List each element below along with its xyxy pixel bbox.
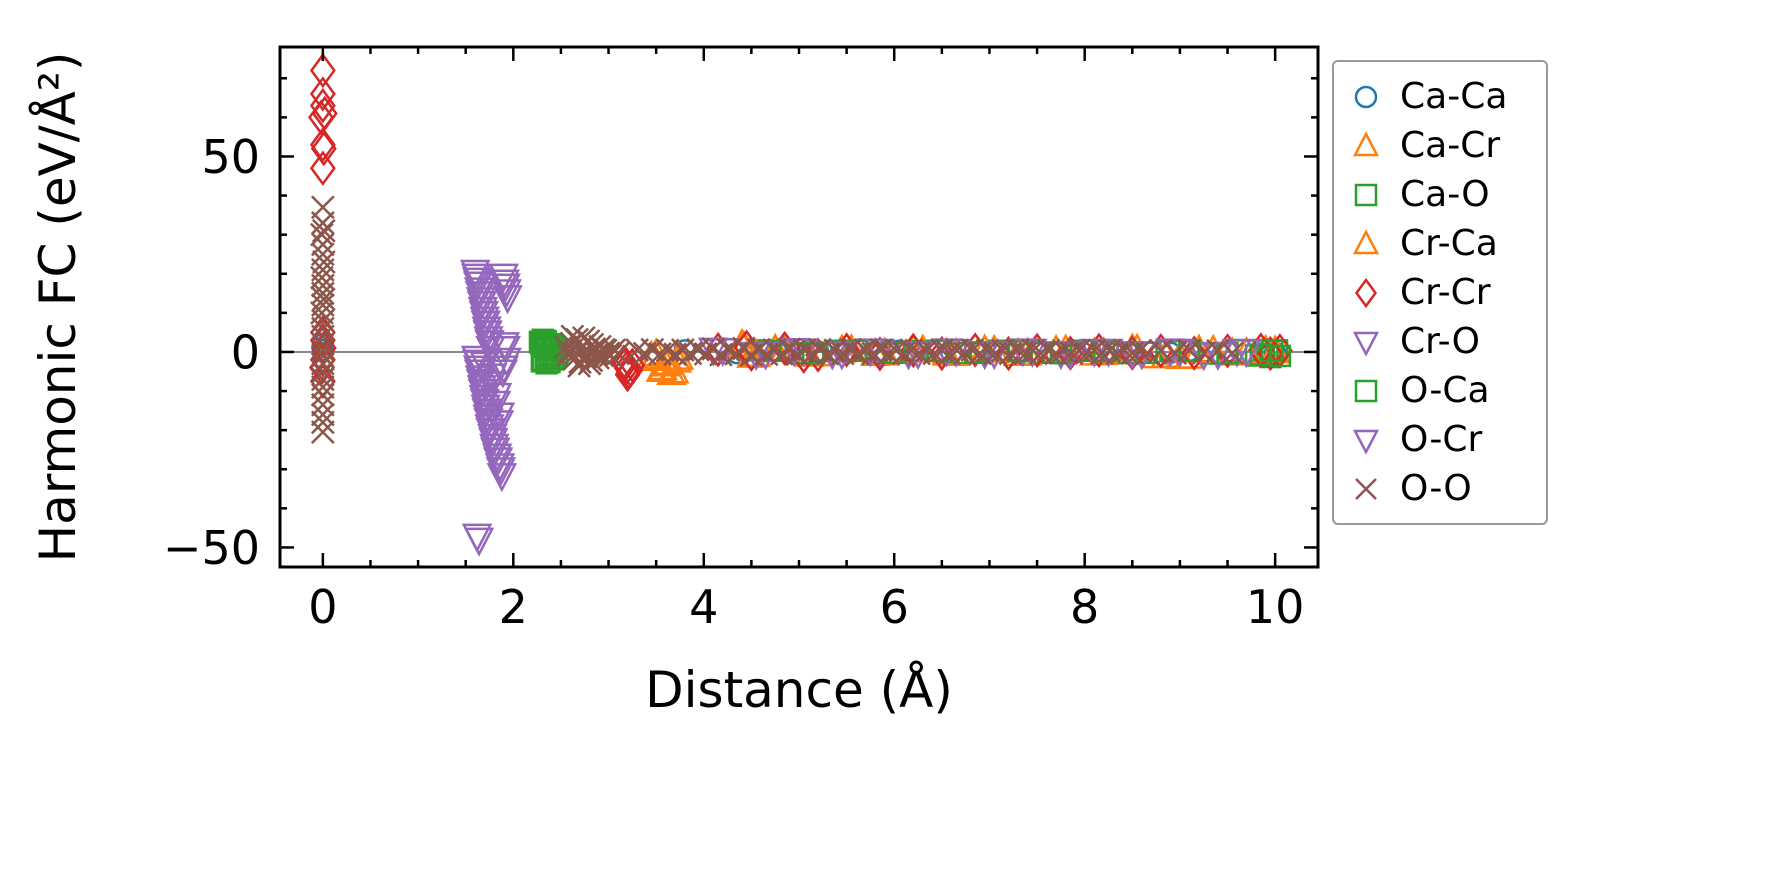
legend-item-Cr-O: Cr-O [1334,317,1546,366]
legend-item-Ca-Ca: Ca-Ca [1334,72,1546,121]
legend-label: O-O [1400,468,1472,509]
triangle-up-marker-icon [1352,228,1380,254]
triangle-down-marker-icon [1352,331,1380,357]
circle-marker-icon [1354,85,1378,108]
x-tick-label: 0 [308,580,337,634]
legend-label: Cr-O [1400,321,1480,362]
legend-label: Ca-Ca [1400,76,1508,117]
legend-label: O-Ca [1400,370,1490,411]
y-axis-label: Harmonic FC (eV/Å²) [29,51,87,563]
legend-label: O-Cr [1400,419,1483,460]
y-tick-label: −50 [163,521,260,575]
x-tick-label: 10 [1246,580,1305,634]
legend-item-O-Cr: O-Cr [1334,415,1546,464]
triangle-down-marker-icon [1352,429,1380,455]
tick-labels: 0 2 4 6 8 10 −50 0 50 [163,130,1304,634]
legend-label: Ca-Cr [1400,125,1501,166]
legend-item-O-Ca: O-Ca [1334,366,1546,415]
legend: Ca-Ca Ca-Cr Ca-O Cr-Ca Cr-Cr Cr-O O-Ca O-Cr O-O [1332,60,1548,525]
series-O-Cr [460,263,1262,553]
x-tick-label: 4 [689,580,718,634]
x-tick-label: 6 [880,580,909,634]
triangle-up-marker-icon [1352,130,1380,156]
x-tick-label: 8 [1070,580,1099,634]
x-marker-icon [1355,477,1377,500]
legend-item-Ca-Cr: Ca-Cr [1334,121,1546,170]
axis-ticks [280,47,1318,567]
legend-item-O-O: O-O [1334,464,1546,513]
legend-item-Cr-Cr: Cr-Cr [1334,268,1546,317]
y-tick-label: 50 [201,130,260,184]
legend-item-Cr-Ca: Cr-Ca [1334,219,1546,268]
square-marker-icon [1354,379,1378,402]
x-tick-label: 2 [499,580,528,634]
series-Cr-O [459,259,1253,557]
diamond-marker-icon [1354,277,1378,308]
legend-item-Ca-O: Ca-O [1334,170,1546,219]
series-O-O [310,195,1245,444]
legend-label: Cr-Ca [1400,223,1498,264]
y-tick-label: 0 [231,326,260,380]
legend-label: Ca-O [1400,174,1490,215]
legend-label: Cr-Cr [1400,272,1491,313]
x-axis-label: Distance (Å) [645,661,953,719]
square-marker-icon [1354,183,1378,206]
axes-box [278,45,1320,569]
